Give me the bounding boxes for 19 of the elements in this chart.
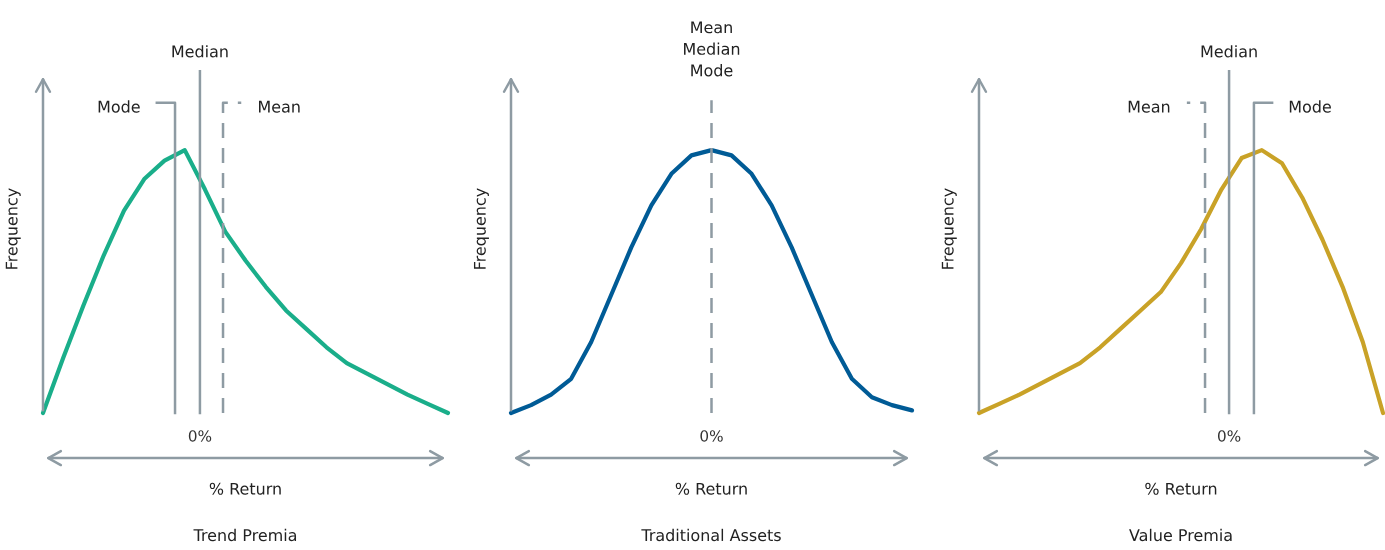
x-axis-title: % Return — [209, 482, 281, 495]
text: 0% — [700, 430, 723, 442]
text: Mode — [1289, 100, 1331, 113]
text: 0% — [188, 430, 212, 442]
x-axis-title: % Return — [675, 482, 747, 495]
text: 0% — [1217, 430, 1241, 442]
text: Mode — [98, 100, 140, 113]
text: Trend Premia — [193, 528, 297, 542]
text: Median — [172, 45, 228, 58]
text: Mean — [259, 100, 300, 113]
text: Mean — [1128, 100, 1170, 113]
text: Median — [1201, 45, 1257, 58]
text: Mean Median Mode — [684, 21, 740, 77]
y-axis-title: Frequency — [5, 188, 21, 269]
text: Value Premia — [1129, 528, 1232, 542]
y-axis-title: Frequency — [941, 188, 957, 269]
x-axis-title: % Return — [1145, 482, 1217, 495]
text: Traditional Assets — [641, 528, 781, 542]
y-axis-title: Frequency — [473, 188, 489, 269]
